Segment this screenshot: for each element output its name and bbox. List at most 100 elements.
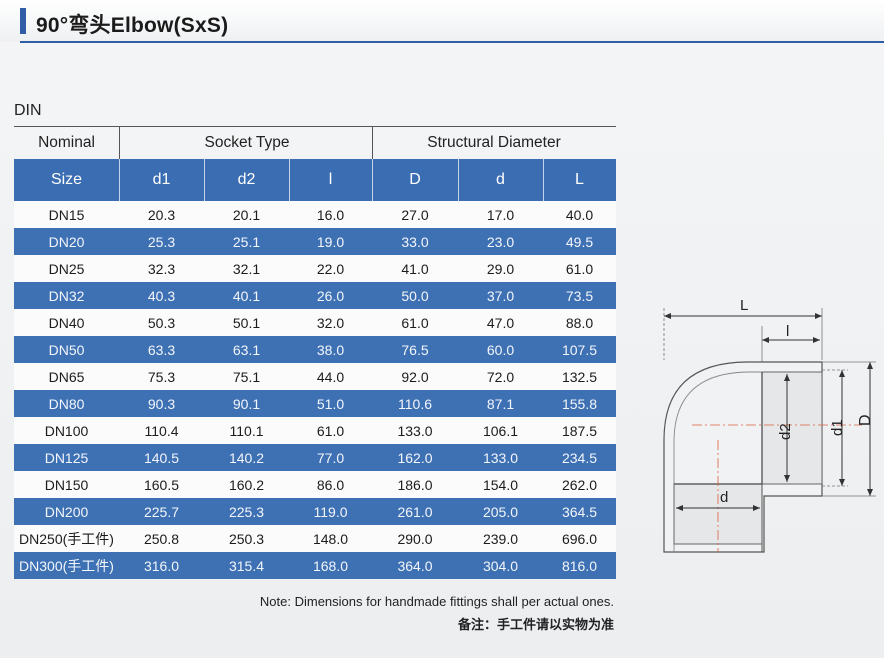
row-value-cell: 225.7 (143, 503, 180, 520)
header-socket-type: Socket Type (204, 134, 290, 151)
row-value-cell: 110.6 (398, 395, 432, 412)
row-value-cell: 140.5 (143, 449, 180, 466)
label-l: l (786, 323, 789, 340)
label-L: L (740, 297, 748, 314)
row-value-cell: 154.0 (482, 476, 519, 493)
table-row: DN32 40.3 40.1 26.0 50.0 37.0 73.5 (14, 282, 616, 309)
arrow-D-bottom (867, 489, 873, 496)
row-value-cell: 25.3 (147, 233, 176, 250)
row-value-cell: 110.4 (144, 422, 179, 439)
row-value-cell: 20.1 (232, 206, 261, 223)
row-value-cell: 29.0 (486, 260, 515, 277)
arrow-d1-bottom (839, 479, 845, 486)
arrow-d-left (676, 505, 683, 511)
row-value-cell: 32.0 (316, 314, 345, 331)
label-d2: d2 (777, 423, 794, 440)
row-value-cell: 44.0 (316, 368, 345, 385)
table-row: DN20 25.3 25.1 19.0 33.0 23.0 49.5 (14, 228, 616, 255)
row-value-cell: 262.0 (561, 476, 598, 493)
dimension-table: Nominal Socket Type Structural Diameter … (14, 126, 616, 579)
row-value-cell: 50.0 (401, 287, 429, 304)
table-body: DN15 20.3 20.1 16.0 27.0 17.0 40.0 DN20 25.3 25.1… (14, 201, 616, 579)
header-structural-diameter: Structural Diameter (427, 134, 561, 151)
note-chinese: 备注：手工件请以实物为准 (457, 617, 614, 632)
arrow-l-right (813, 337, 820, 343)
row-value-cell: 140.2 (228, 449, 265, 466)
column-divider (372, 159, 373, 201)
table-row: DN50 63.3 63.1 38.0 76.5 60.0 107.5 (14, 336, 616, 363)
row-size-cell: DN40 (48, 314, 85, 331)
column-divider (289, 159, 290, 201)
row-value-cell: 205.0 (482, 503, 519, 520)
row-value-cell: 60.0 (486, 341, 515, 358)
table-row: DN15 20.3 20.1 16.0 27.0 17.0 40.0 (14, 201, 616, 228)
row-value-cell: 77.0 (316, 449, 345, 466)
column-header-c5: d (496, 171, 505, 188)
row-value-cell: 50.1 (232, 314, 261, 331)
title-accent-bar (20, 8, 26, 34)
socket-right (761, 371, 823, 485)
table-row: DN65 75.3 75.1 44.0 92.0 72.0 132.5 (14, 363, 616, 390)
row-value-cell: 22.0 (316, 260, 345, 277)
row-value-cell: 90.1 (232, 395, 261, 412)
column-divider (119, 159, 120, 201)
row-value-cell: 41.0 (401, 260, 429, 277)
row-value-cell: 72.0 (486, 368, 515, 385)
row-size-cell: DN20 (48, 233, 85, 250)
column-header-c6: L (575, 171, 584, 188)
row-value-cell: 110.1 (229, 422, 264, 439)
table-row: DN150 160.5 160.2 86.0 186.0 154.0 262.0 (14, 471, 616, 498)
arrow-d-right (753, 505, 760, 511)
row-size-cell: DN150 (44, 476, 89, 493)
table-row: DN100 110.4 110.1 61.0 133.0 106.1 187.5 (14, 417, 616, 444)
column-header-c4: D (409, 171, 421, 188)
row-value-cell: 816.0 (561, 557, 598, 574)
row-value-cell: 73.5 (565, 287, 594, 304)
row-value-cell: 20.3 (147, 206, 176, 223)
row-value-cell: 61.0 (401, 314, 429, 331)
arrow-D-top (867, 362, 873, 369)
row-value-cell: 38.0 (316, 341, 345, 358)
row-value-cell: 316.0 (143, 557, 180, 574)
row-size-cell: DN15 (48, 206, 85, 223)
row-value-cell: 364.0 (397, 557, 433, 574)
row-value-cell: 27.0 (401, 206, 429, 223)
elbow-technical-drawing: L l d2 d1 D d (663, 297, 876, 553)
row-value-cell: 37.0 (486, 287, 515, 304)
arrow-d2-top (784, 374, 790, 381)
label-d1: d1 (829, 419, 846, 436)
row-value-cell: 75.3 (147, 368, 176, 385)
row-size-cell: DN50 (48, 341, 85, 358)
column-divider (543, 159, 544, 201)
column-header-size: Size (50, 171, 83, 188)
column-divider (204, 159, 205, 201)
row-size-cell: DN65 (48, 368, 85, 385)
row-value-cell: 119.0 (313, 503, 348, 520)
header-nominal: Nominal (38, 134, 95, 151)
row-value-cell: 696.0 (561, 530, 598, 547)
row-value-cell: 133.0 (482, 449, 519, 466)
row-value-cell: 63.1 (232, 341, 261, 358)
row-value-cell: 261.0 (397, 503, 433, 520)
row-value-cell: 168.0 (312, 557, 349, 574)
row-size-cell: DN100 (44, 422, 89, 439)
row-value-cell: 155.8 (561, 395, 598, 412)
row-value-cell: 86.0 (316, 476, 345, 493)
arrow-d2-bottom (784, 475, 790, 482)
row-value-cell: 160.2 (228, 476, 265, 493)
row-size-cell: DN25 (48, 260, 85, 277)
header-divider (372, 127, 373, 159)
row-value-cell: 76.5 (401, 341, 429, 358)
column-header-c2: d2 (237, 171, 256, 188)
row-value-cell: 26.0 (316, 287, 345, 304)
row-value-cell: 186.0 (397, 476, 433, 493)
column-header-c3: l (328, 171, 333, 188)
row-value-cell: 49.5 (565, 233, 594, 250)
table-row: DN300(手工件) 316.0 315.4 168.0 364.0 304.0 816.0 (14, 552, 616, 579)
row-value-cell: 250.3 (228, 530, 265, 547)
page-title: 90°弯头Elbow(SxS) (36, 14, 229, 37)
table-row: DN250(手工件) 250.8 250.3 148.0 290.0 239.0 696.0 (14, 525, 616, 552)
row-value-cell: 148.0 (312, 530, 349, 547)
row-value-cell: 106.1 (482, 422, 519, 439)
row-value-cell: 107.5 (561, 341, 598, 358)
